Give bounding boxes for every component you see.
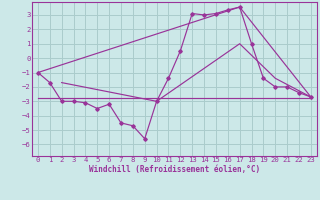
X-axis label: Windchill (Refroidissement éolien,°C): Windchill (Refroidissement éolien,°C): [89, 165, 260, 174]
